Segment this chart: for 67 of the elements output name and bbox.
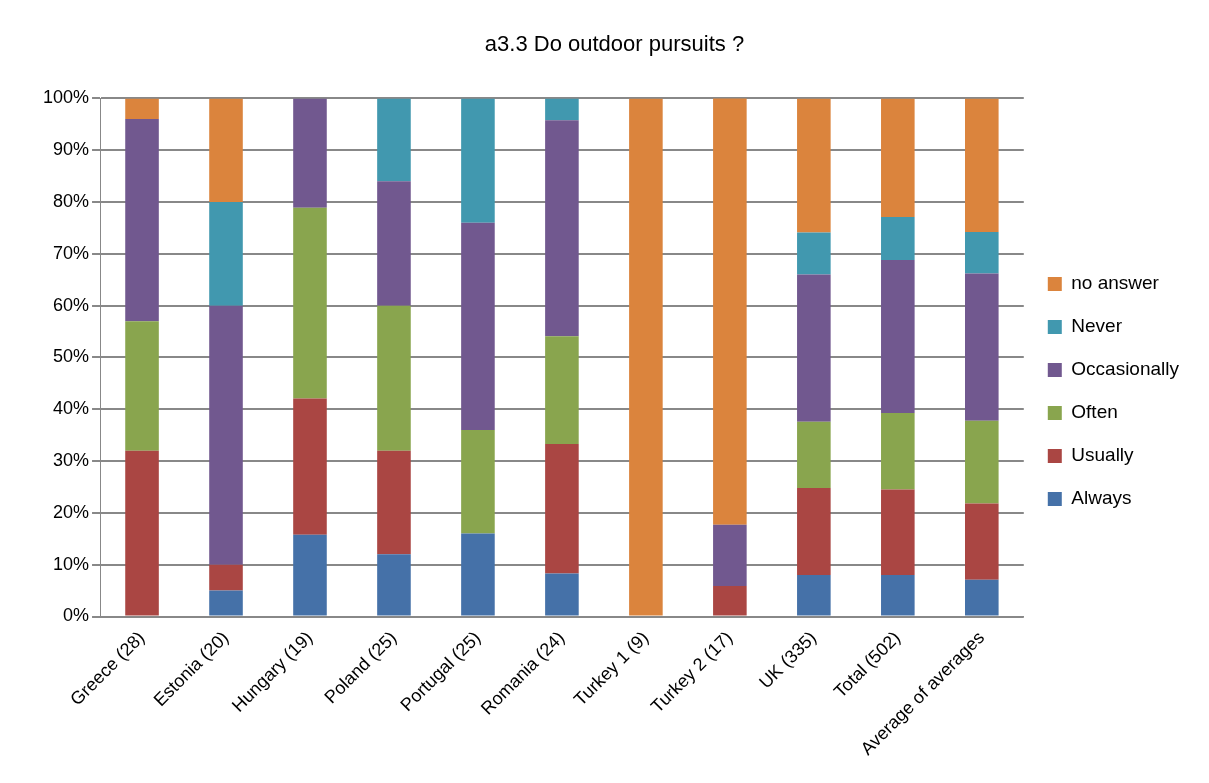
- bar: [797, 421, 831, 489]
- legend-label: Often: [1071, 401, 1118, 423]
- bar: [377, 98, 411, 182]
- bar: [629, 98, 663, 616]
- y-tick-label: 50%: [53, 346, 90, 367]
- y-tick-label: 90%: [53, 139, 90, 160]
- y-tick-label: 40%: [53, 398, 90, 419]
- y-tick-label: 20%: [53, 501, 90, 522]
- bar: [125, 321, 159, 451]
- bar: [293, 398, 327, 535]
- bar: [545, 336, 579, 444]
- bar: [209, 202, 243, 306]
- bar: [965, 98, 999, 233]
- bar: [377, 554, 411, 616]
- bar: [209, 590, 243, 616]
- bar: [293, 98, 327, 208]
- bar: [965, 232, 999, 274]
- bar: [881, 260, 915, 413]
- bar: [461, 98, 495, 223]
- bar: [461, 429, 495, 534]
- bar: [713, 585, 747, 616]
- bar: [125, 119, 159, 322]
- bar: [713, 524, 747, 586]
- y-tick-label: 100%: [42, 87, 90, 108]
- bar: [797, 274, 831, 422]
- y-tick-label: 60%: [53, 294, 90, 315]
- bar: [881, 412, 915, 490]
- bar: [377, 305, 411, 451]
- chart-title: a3.3 Do outdoor pursuits ?: [484, 31, 745, 57]
- legend-label: no answer: [1071, 272, 1160, 294]
- bar: [209, 98, 243, 203]
- legend-label: Always: [1071, 487, 1132, 509]
- legend-label: Usually: [1071, 444, 1135, 466]
- legend-label: Never: [1071, 315, 1123, 337]
- bar: [797, 575, 831, 616]
- bar: [965, 420, 999, 504]
- bar: [545, 573, 579, 616]
- y-tick-label: 0%: [63, 605, 90, 626]
- bar: [209, 564, 243, 591]
- y-tick-label: 30%: [53, 450, 90, 471]
- bar: [965, 273, 999, 421]
- bar: [713, 98, 747, 525]
- bar: [125, 450, 159, 616]
- bar: [881, 217, 915, 261]
- bar: [209, 305, 243, 565]
- y-tick-label: 80%: [53, 190, 90, 211]
- legend-label: Occasionally: [1071, 358, 1180, 380]
- bar: [461, 533, 495, 616]
- bar: [377, 450, 411, 555]
- bar: [881, 98, 915, 218]
- bar: [461, 222, 495, 430]
- bar: [293, 534, 327, 616]
- bar: [377, 181, 411, 306]
- y-tick-label: 70%: [53, 242, 90, 263]
- bar: [545, 120, 579, 337]
- bar: [797, 232, 831, 275]
- bar: [797, 488, 831, 576]
- bar: [797, 98, 831, 233]
- bar: [293, 207, 327, 399]
- bar: [965, 503, 999, 580]
- bar: [881, 489, 915, 576]
- y-tick-label: 10%: [53, 553, 90, 574]
- bar: [965, 579, 999, 616]
- bar: [881, 575, 915, 616]
- bar: [545, 443, 579, 574]
- bar: [125, 98, 159, 120]
- bar: [545, 98, 579, 121]
